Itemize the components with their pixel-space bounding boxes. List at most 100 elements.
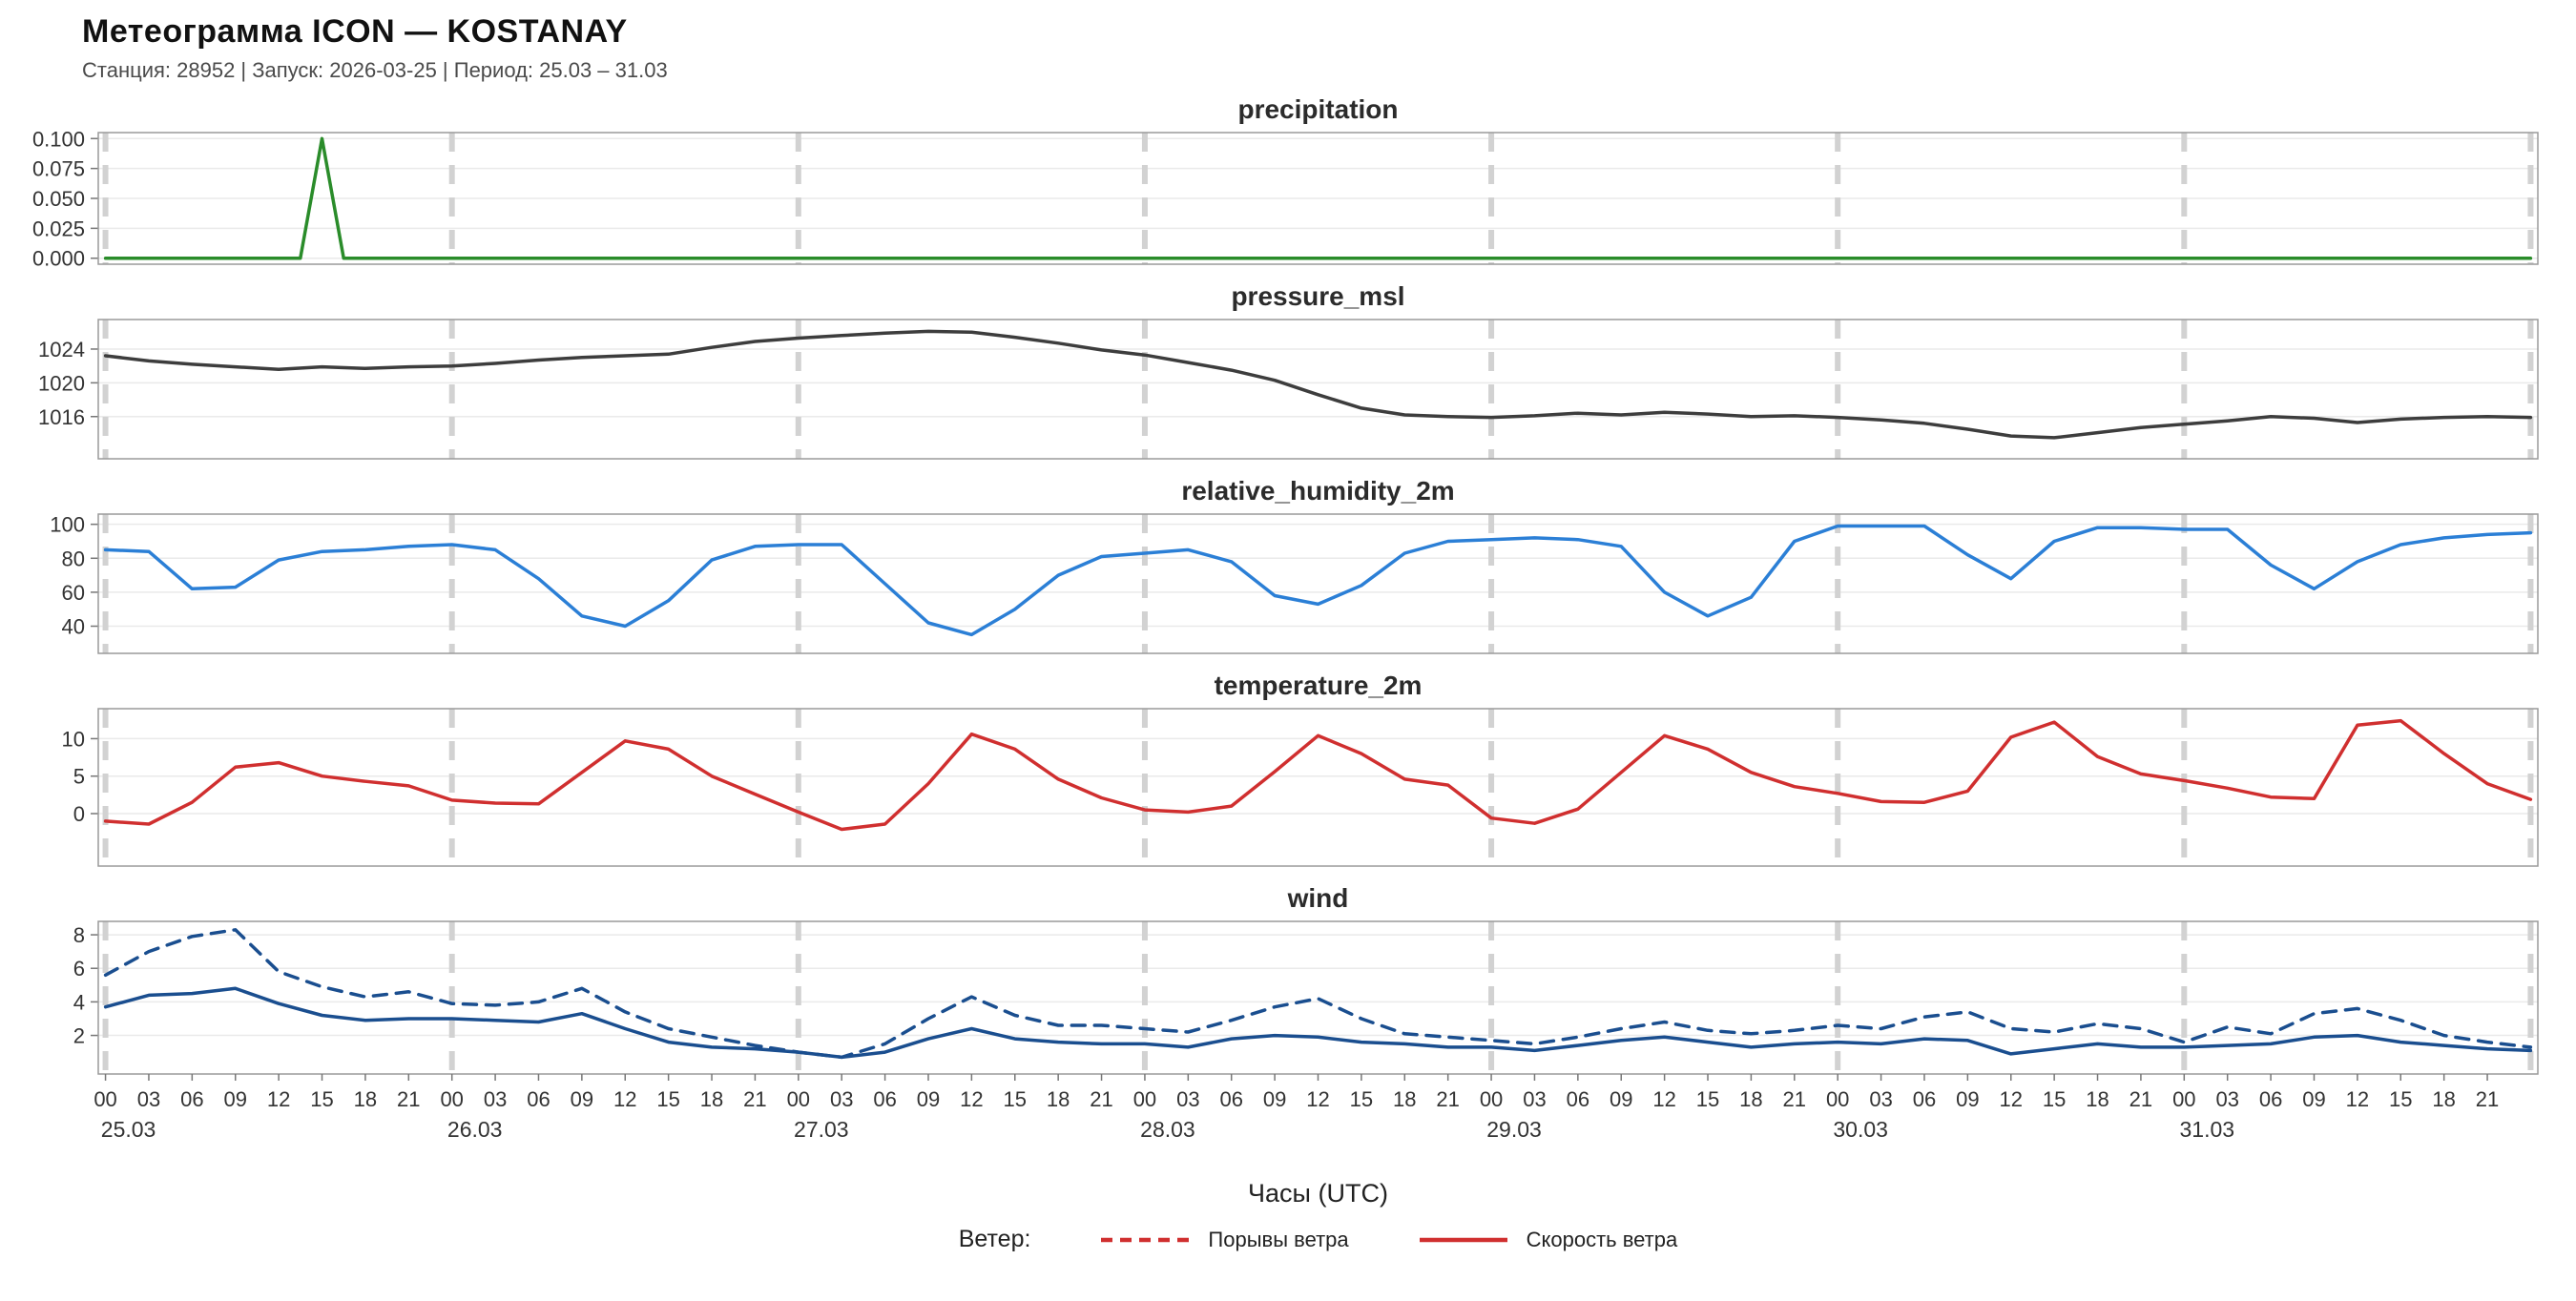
svg-text:100: 100: [50, 513, 85, 537]
svg-text:31.03: 31.03: [2180, 1117, 2235, 1142]
plot-wind: 2 4 6 8 00 03 06 09 12 15 18 21 00 03 06 09 12 15 18 21 00 03…: [73, 920, 2539, 1142]
svg-text:18: 18: [700, 1087, 723, 1111]
svg-text:21: 21: [2476, 1087, 2499, 1111]
svg-text:03: 03: [137, 1087, 160, 1111]
svg-text:09: 09: [917, 1087, 940, 1111]
page-subtitle: Станция: 28952 | Запуск: 2026-03-25 | Пе…: [82, 58, 668, 82]
svg-text:0.075: 0.075: [32, 157, 85, 181]
svg-text:5: 5: [73, 765, 85, 789]
svg-text:06: 06: [873, 1087, 896, 1111]
page-title: Метеограмма ICON — KOSTANAY: [82, 13, 628, 50]
svg-text:00: 00: [440, 1087, 463, 1111]
svg-text:15: 15: [1696, 1087, 1719, 1111]
panel-temperature: temperature_2m 0 5 10: [0, 671, 2576, 872]
plot-temperature: 0 5 10: [62, 708, 2539, 867]
svg-text:03: 03: [1176, 1087, 1199, 1111]
svg-text:21: 21: [1090, 1087, 1112, 1111]
svg-text:12: 12: [1306, 1087, 1329, 1111]
svg-text:00: 00: [93, 1087, 116, 1111]
panel-humidity: relative_humidity_2m 40 60 80 100: [0, 476, 2576, 659]
svg-text:03: 03: [1869, 1087, 1892, 1111]
svg-text:21: 21: [397, 1087, 420, 1111]
svg-text:12: 12: [267, 1087, 290, 1111]
x-axis-label: Часы (UTC): [1248, 1179, 1388, 1208]
svg-text:06: 06: [2259, 1087, 2282, 1111]
svg-text:8: 8: [73, 923, 85, 947]
plot-precipitation: 0.000 0.025 0.050 0.075 0.100: [32, 127, 2539, 270]
svg-text:26.03: 26.03: [447, 1117, 503, 1142]
svg-text:15: 15: [2389, 1087, 2412, 1111]
svg-text:00: 00: [787, 1087, 810, 1111]
svg-text:06: 06: [527, 1087, 550, 1111]
svg-text:03: 03: [830, 1087, 853, 1111]
legend-label-gusts: Порывы ветра: [1208, 1227, 1349, 1251]
svg-text:00: 00: [2172, 1087, 2195, 1111]
svg-text:28.03: 28.03: [1140, 1117, 1195, 1142]
svg-text:6: 6: [73, 957, 85, 981]
svg-text:06: 06: [1567, 1087, 1589, 1111]
svg-text:00: 00: [1480, 1087, 1503, 1111]
svg-text:15: 15: [310, 1087, 333, 1111]
svg-text:09: 09: [223, 1087, 246, 1111]
svg-text:15: 15: [2043, 1087, 2066, 1111]
svg-text:21: 21: [1783, 1087, 1806, 1111]
svg-text:0.000: 0.000: [32, 247, 85, 270]
panel-title-pressure: pressure_msl: [1231, 281, 1405, 311]
svg-text:03: 03: [484, 1087, 507, 1111]
svg-text:21: 21: [2129, 1087, 2152, 1111]
svg-text:18: 18: [1393, 1087, 1416, 1111]
svg-text:09: 09: [2302, 1087, 2325, 1111]
svg-text:12: 12: [960, 1087, 983, 1111]
svg-text:09: 09: [1263, 1087, 1286, 1111]
svg-text:80: 80: [62, 547, 85, 570]
panels: precipitation 0.000 0.025 0.050 0.075 0.100 …: [0, 94, 2576, 1175]
svg-text:09: 09: [1956, 1087, 1979, 1111]
svg-text:27.03: 27.03: [794, 1117, 849, 1142]
svg-text:40: 40: [62, 615, 85, 639]
legend-title: Ветер:: [958, 1226, 1031, 1252]
legend-label-speed: Скорость ветра: [1526, 1227, 1678, 1251]
panel-pressure: pressure_msl 1016 1020 1024: [0, 281, 2576, 465]
svg-text:06: 06: [1219, 1087, 1242, 1111]
legend-item-gusts: Порывы ветра: [1097, 1227, 1349, 1252]
wind-legend: Ветер: Порывы ветра Скорость ветра: [98, 1226, 2538, 1253]
plot-humidity: 40 60 80 100: [50, 513, 2539, 654]
svg-text:12: 12: [1652, 1087, 1675, 1111]
gusts-line-sample-icon: [1101, 1237, 1190, 1242]
svg-text:60: 60: [62, 581, 85, 605]
header: Метеограмма ICON — KOSTANAY Станция: 289…: [82, 13, 2576, 83]
legend-item-speed: Скорость ветра: [1416, 1227, 1678, 1252]
svg-text:18: 18: [1739, 1087, 1762, 1111]
panel-title-temperature: temperature_2m: [1214, 671, 1423, 700]
svg-text:30.03: 30.03: [1833, 1117, 1888, 1142]
svg-text:03: 03: [2215, 1087, 2238, 1111]
svg-text:25.03: 25.03: [101, 1117, 156, 1142]
svg-text:29.03: 29.03: [1486, 1117, 1542, 1142]
svg-text:21: 21: [1436, 1087, 1459, 1111]
svg-text:15: 15: [656, 1087, 679, 1111]
svg-text:12: 12: [2346, 1087, 2369, 1111]
svg-text:0.050: 0.050: [32, 187, 85, 211]
svg-text:06: 06: [1913, 1087, 1936, 1111]
svg-text:15: 15: [1004, 1087, 1027, 1111]
svg-text:00: 00: [1133, 1087, 1156, 1111]
svg-text:12: 12: [2000, 1087, 2023, 1111]
svg-text:0.100: 0.100: [32, 127, 85, 151]
svg-text:4: 4: [73, 990, 85, 1014]
svg-text:03: 03: [1523, 1087, 1546, 1111]
svg-text:0: 0: [73, 802, 85, 826]
svg-text:18: 18: [2432, 1087, 2455, 1111]
svg-text:12: 12: [613, 1087, 636, 1111]
svg-text:18: 18: [2086, 1087, 2109, 1111]
svg-text:18: 18: [1047, 1087, 1070, 1111]
svg-text:21: 21: [743, 1087, 766, 1111]
svg-text:18: 18: [354, 1087, 377, 1111]
svg-text:09: 09: [1610, 1087, 1632, 1111]
svg-text:06: 06: [180, 1087, 203, 1111]
svg-text:1016: 1016: [38, 405, 85, 429]
svg-text:2: 2: [73, 1024, 85, 1048]
svg-text:1024: 1024: [38, 338, 85, 361]
svg-text:09: 09: [571, 1087, 593, 1111]
panel-precipitation: precipitation 0.000 0.025 0.050 0.075 0.100: [0, 94, 2576, 270]
speed-line-sample-icon: [1419, 1237, 1507, 1242]
